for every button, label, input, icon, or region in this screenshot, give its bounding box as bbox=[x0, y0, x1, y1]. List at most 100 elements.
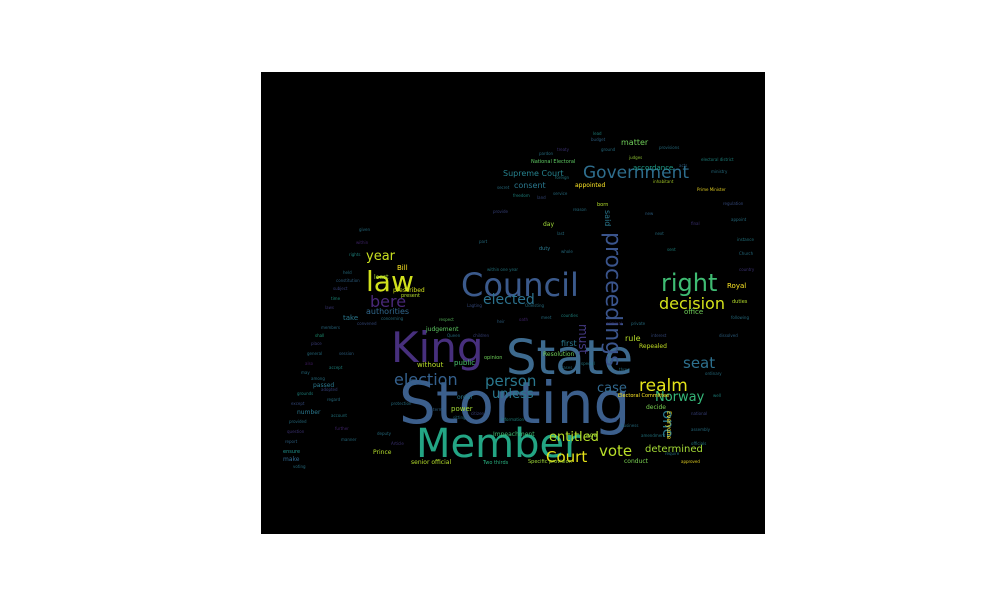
word-resolution: Resolution bbox=[543, 351, 575, 358]
word-private: private bbox=[631, 321, 646, 326]
word-conduct: conduct bbox=[624, 458, 649, 465]
word-amendment: amendment bbox=[641, 433, 666, 438]
word-national-electoral: National Electoral bbox=[531, 159, 576, 165]
word-final: final bbox=[691, 221, 700, 226]
word-number: number bbox=[297, 409, 321, 416]
word-land: land bbox=[537, 195, 546, 200]
word-next: next bbox=[655, 231, 664, 236]
word-without: without bbox=[417, 361, 444, 369]
word-require: require bbox=[665, 451, 680, 456]
word-question: question bbox=[287, 429, 305, 434]
word-provided: provided bbox=[289, 419, 307, 424]
word-person: person bbox=[485, 372, 537, 390]
word-senior-official: senior official bbox=[411, 459, 452, 466]
word-lead: lead bbox=[593, 131, 602, 136]
word-prince: Prince bbox=[373, 449, 392, 456]
word-supreme-court: Supreme Court bbox=[503, 169, 564, 178]
word-present: present bbox=[401, 293, 421, 299]
word-term: term bbox=[433, 407, 443, 412]
word-given: given bbox=[359, 227, 371, 232]
word-born: born bbox=[597, 202, 609, 208]
word-unless: unless bbox=[492, 387, 534, 402]
word-regard: regard bbox=[327, 397, 341, 402]
word-case: case bbox=[597, 381, 627, 396]
word-church: Church bbox=[739, 251, 754, 256]
word-realm: realm bbox=[639, 376, 688, 396]
word-deputy: deputy bbox=[377, 431, 392, 436]
word-day: day bbox=[543, 221, 555, 228]
word-age: age bbox=[586, 432, 598, 439]
word-officials: officials bbox=[691, 441, 707, 446]
word-matter: matter bbox=[621, 138, 649, 147]
word-accept: accept bbox=[329, 365, 343, 370]
word-right: right bbox=[661, 269, 718, 297]
word-place: place bbox=[311, 341, 322, 346]
word-pardon: pardon bbox=[539, 151, 554, 156]
word-accordance: accordance bbox=[633, 164, 674, 172]
word-determined: determined bbox=[645, 444, 703, 455]
word-must: must bbox=[576, 324, 590, 355]
word-constitution: constitution bbox=[336, 278, 360, 283]
word-sitting: sitting bbox=[453, 415, 466, 420]
word-bill: Bill bbox=[397, 264, 408, 272]
word-instance: instance bbox=[737, 237, 754, 242]
word-approved: approved bbox=[681, 459, 700, 464]
word-judgement: judgement bbox=[426, 326, 459, 333]
word-government: Government bbox=[583, 163, 690, 183]
word-norway: Norway bbox=[655, 390, 705, 405]
word-judges: judges bbox=[629, 155, 643, 160]
word-criminal: criminal bbox=[606, 321, 623, 326]
word-duties: duties bbox=[732, 299, 748, 305]
word-general: general bbox=[307, 351, 323, 356]
word-subject: subject bbox=[333, 286, 348, 291]
word-cloud-canvas: Storting State Member King Council law r… bbox=[261, 72, 765, 534]
word-lagting: Lagting bbox=[467, 303, 482, 308]
word-cases: cases bbox=[561, 365, 573, 370]
word-budget: budget bbox=[591, 137, 606, 142]
word-session: session bbox=[339, 351, 354, 356]
word-meet: meet bbox=[541, 315, 552, 320]
word-said: said bbox=[603, 210, 612, 227]
word-held: held bbox=[343, 270, 352, 275]
word-storting: Storting bbox=[399, 369, 631, 437]
word-power: power bbox=[451, 405, 473, 413]
word-foreign: foreign bbox=[555, 175, 570, 180]
word-within: within bbox=[356, 240, 369, 245]
word-order: order bbox=[457, 394, 473, 401]
word-interest: interest bbox=[651, 333, 667, 338]
word-opinion: opinion bbox=[484, 355, 503, 361]
word-office: office bbox=[684, 308, 704, 316]
word-majority: majority bbox=[601, 417, 618, 422]
word-make: make bbox=[283, 456, 300, 463]
word-royal: Royal bbox=[727, 282, 747, 290]
word-members: members bbox=[321, 325, 340, 330]
word-two-thirds: Two thirds bbox=[483, 460, 509, 466]
word-take: take bbox=[343, 314, 359, 322]
word-council: Council bbox=[461, 266, 579, 304]
word-decide: decide bbox=[646, 404, 666, 411]
word-business: business bbox=[621, 423, 639, 428]
word-within-year: within one year bbox=[487, 267, 519, 272]
word-shall: shall bbox=[315, 333, 325, 338]
word-among: among bbox=[311, 376, 325, 381]
word-except: except bbox=[291, 401, 305, 406]
word-laws: laws bbox=[325, 305, 334, 310]
word-passed: passed bbox=[313, 382, 335, 389]
word-appoint: appoint bbox=[731, 217, 747, 222]
word-state: State bbox=[506, 330, 634, 386]
word-electoral-district: electoral district bbox=[701, 157, 734, 162]
word-rule: rule bbox=[625, 334, 641, 343]
word-article: Article bbox=[391, 441, 404, 446]
word-public: public bbox=[454, 359, 476, 367]
word-odelsting: Odelsting bbox=[525, 303, 545, 308]
word-may: may bbox=[301, 370, 310, 375]
word-sent: sent bbox=[667, 247, 676, 252]
word-consent: consent bbox=[514, 181, 546, 190]
word-well: well bbox=[713, 393, 721, 398]
word-impeachment: Impeachment bbox=[493, 431, 535, 438]
word-children: children bbox=[473, 333, 490, 338]
word-law: law bbox=[366, 265, 414, 298]
word-specific-provision: Specific provision bbox=[528, 459, 572, 465]
word-further: further bbox=[335, 426, 349, 431]
word-acts: acts bbox=[679, 163, 688, 168]
